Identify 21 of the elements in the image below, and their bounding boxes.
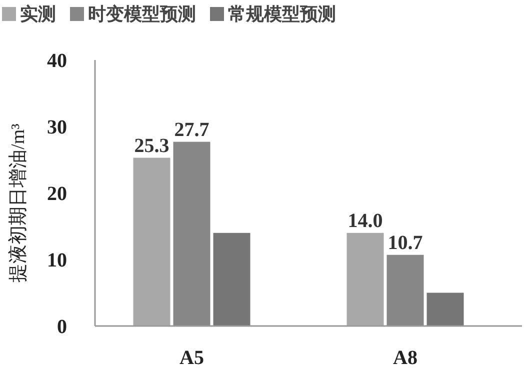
data-label: 25.3 — [134, 134, 170, 157]
bar — [386, 254, 424, 326]
y-tick-label: 40 — [47, 50, 67, 72]
legend-label: 常规模型预测 — [228, 4, 336, 24]
y-tick-label: 20 — [47, 183, 67, 205]
data-label: 14.0 — [348, 210, 383, 232]
data-label: 27.7 — [174, 118, 210, 141]
bar — [426, 292, 464, 326]
x-tick-label: A8 — [393, 347, 418, 369]
y-tick-label: 30 — [47, 116, 67, 138]
legend-label: 时变模型预测 — [88, 4, 196, 24]
bar — [346, 232, 384, 326]
x-tick-label: A5 — [180, 347, 204, 369]
bar — [133, 158, 170, 326]
bar — [173, 142, 210, 326]
legend-label: 实测 — [20, 4, 56, 24]
y-axis-title: 提液初期日增油/m³ — [7, 123, 29, 282]
y-tick-label: 0 — [57, 316, 67, 338]
data-label: 10.7 — [388, 232, 423, 254]
y-tick-label: 10 — [47, 250, 67, 272]
bar — [213, 232, 250, 326]
